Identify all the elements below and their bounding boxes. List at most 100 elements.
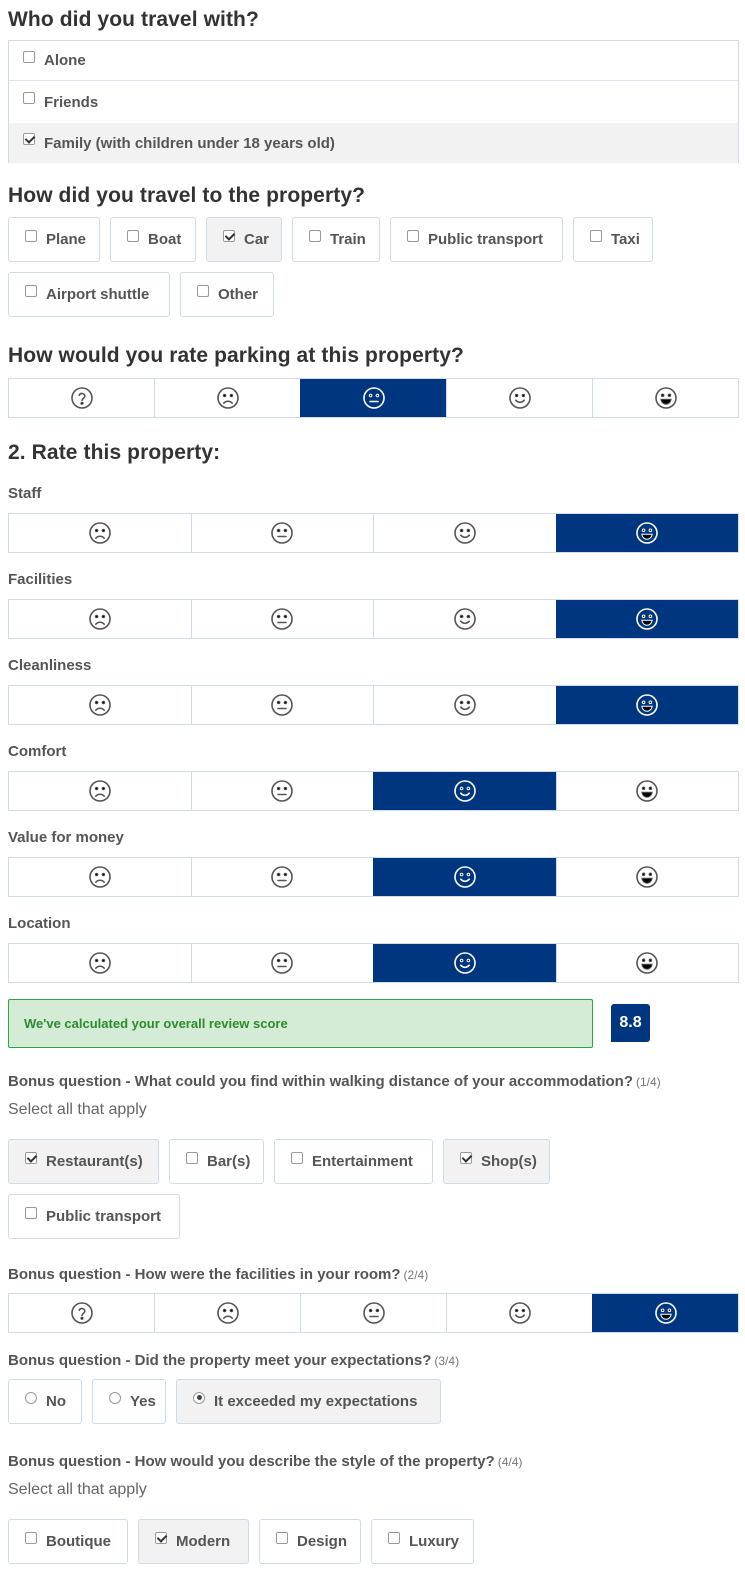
style-option[interactable]: Boutique (8, 1519, 128, 1564)
checkbox-icon[interactable] (25, 284, 37, 297)
rating-option[interactable] (446, 1294, 592, 1332)
travel-with-option[interactable]: Friends (9, 82, 738, 122)
rating-option[interactable] (9, 858, 191, 896)
rating-option[interactable] (373, 772, 556, 810)
option-label: Bar(s) (207, 1153, 251, 1170)
walking-option[interactable]: Shop(s) (443, 1139, 550, 1184)
style-option[interactable]: Luxury (371, 1519, 474, 1564)
rating-option[interactable] (373, 858, 556, 896)
checkbox-icon[interactable] (590, 229, 602, 242)
checkbox-icon[interactable] (460, 1151, 472, 1164)
rating-option[interactable] (555, 944, 738, 982)
rating-option[interactable] (555, 600, 738, 638)
rating-option[interactable] (9, 1294, 154, 1332)
rating-option[interactable] (190, 600, 373, 638)
rating-option[interactable] (190, 686, 373, 724)
option-label: Other (218, 286, 259, 303)
rating-staff (8, 513, 739, 553)
rating-option[interactable] (9, 514, 191, 552)
checkbox-icon[interactable] (197, 284, 209, 297)
rating-option[interactable] (190, 772, 373, 810)
neutral-face-icon (270, 865, 294, 889)
bonus-question-2: Bonus question - How were the facilities… (8, 1266, 428, 1283)
rating-option[interactable] (592, 1294, 738, 1332)
checkbox-icon[interactable] (25, 1206, 37, 1219)
select-all-hint: Select all that apply (8, 1101, 147, 1118)
bonus-question-text: Bonus question - How would you describe … (8, 1453, 495, 1470)
checkbox-icon[interactable] (23, 50, 35, 63)
rating-option[interactable] (154, 379, 300, 417)
option-label: Entertainment (312, 1153, 413, 1170)
rating-value-for-money (8, 857, 739, 897)
expectations-option[interactable]: It exceeded my expectations (176, 1379, 441, 1424)
checkbox-icon[interactable] (23, 92, 35, 104)
rating-cleanliness (8, 685, 739, 725)
walking-option[interactable]: Bar(s) (169, 1139, 264, 1184)
rating-option[interactable] (9, 772, 191, 810)
rating-option[interactable] (373, 600, 556, 638)
rating-option[interactable] (300, 1294, 446, 1332)
checkbox-icon[interactable] (223, 229, 235, 242)
transport-option[interactable]: Boat (110, 217, 196, 262)
rating-option[interactable] (555, 514, 738, 552)
rating-option[interactable] (373, 686, 556, 724)
rating-option[interactable] (190, 858, 373, 896)
radio-icon[interactable] (193, 1391, 205, 1404)
rating-option[interactable] (555, 686, 738, 724)
transport-option[interactable]: Train (292, 217, 380, 262)
option-label: Restaurant(s) (46, 1153, 143, 1170)
transport-option[interactable]: Airport shuttle (8, 272, 170, 317)
expectations-option[interactable]: Yes (92, 1379, 166, 1424)
parking-title: How would you rate parking at this prope… (8, 344, 464, 367)
rating-option[interactable] (446, 379, 592, 417)
walking-option[interactable]: Restaurant(s) (8, 1139, 159, 1184)
rating-option[interactable] (373, 514, 556, 552)
transport-option[interactable]: Other (180, 272, 274, 317)
checkbox-icon[interactable] (25, 1531, 37, 1544)
rating-option[interactable] (555, 772, 738, 810)
walking-option[interactable]: Entertainment (274, 1139, 433, 1184)
transport-option[interactable]: Taxi (573, 217, 653, 262)
neutral-face-icon (362, 1301, 386, 1325)
bonus-counter: (2/4) (403, 1268, 429, 1282)
checkbox-icon[interactable] (127, 229, 139, 242)
rating-option[interactable] (555, 858, 738, 896)
rating-option[interactable] (190, 514, 373, 552)
option-label: Modern (176, 1533, 231, 1550)
style-option[interactable]: Design (259, 1519, 361, 1564)
checkbox-icon[interactable] (276, 1531, 288, 1544)
checkbox-icon[interactable] (23, 133, 35, 145)
rating-option[interactable] (300, 379, 446, 417)
transport-option[interactable]: Public transport (390, 217, 563, 262)
rating-option[interactable] (9, 944, 191, 982)
expectations-option[interactable]: No (8, 1379, 82, 1424)
checkbox-icon[interactable] (25, 1151, 37, 1164)
rating-option[interactable] (592, 379, 738, 417)
rating-option[interactable] (154, 1294, 300, 1332)
rating-comfort (8, 771, 739, 811)
room-facilities-rating (8, 1293, 739, 1333)
rating-label-cleanliness: Cleanliness (8, 657, 92, 674)
transport-option[interactable]: Plane (8, 217, 100, 262)
style-option[interactable]: Modern (138, 1519, 249, 1564)
travel-with-option[interactable]: Family (with children under 18 years old… (9, 123, 738, 163)
bonus-counter: (4/4) (497, 1455, 523, 1469)
checkbox-icon[interactable] (25, 229, 37, 242)
checkbox-icon[interactable] (388, 1531, 400, 1544)
smile-face-icon (453, 607, 477, 631)
rating-option[interactable] (9, 600, 191, 638)
rating-option[interactable] (373, 944, 556, 982)
checkbox-icon[interactable] (309, 229, 321, 242)
checkbox-icon[interactable] (155, 1531, 167, 1544)
travel-with-option[interactable]: Alone (9, 41, 738, 81)
walking-option[interactable]: Public transport (8, 1194, 180, 1239)
radio-icon[interactable] (109, 1391, 121, 1404)
rating-option[interactable] (9, 686, 191, 724)
checkbox-icon[interactable] (407, 229, 419, 242)
checkbox-icon[interactable] (291, 1151, 303, 1164)
rating-option[interactable] (190, 944, 373, 982)
transport-option[interactable]: Car (206, 217, 282, 262)
radio-icon[interactable] (25, 1391, 37, 1404)
rating-option[interactable] (9, 379, 154, 417)
checkbox-icon[interactable] (186, 1151, 198, 1164)
